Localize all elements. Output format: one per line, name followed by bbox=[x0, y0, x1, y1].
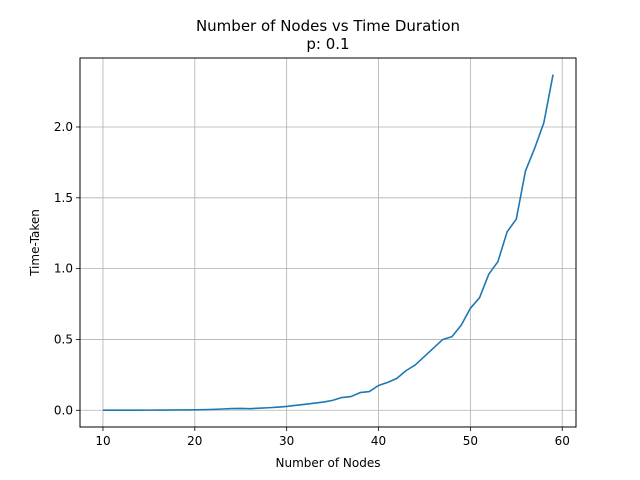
chart-subtitle: p: 0.1 bbox=[306, 35, 349, 53]
y-tick-label: 1.5 bbox=[54, 191, 73, 205]
series-layer bbox=[102, 74, 554, 412]
x-tick-label: 10 bbox=[95, 434, 110, 448]
ticks: 10 20 30 40 50 60 0.0 0.5 1.0 1.5 2.0 bbox=[54, 120, 570, 448]
x-tick-label: 50 bbox=[463, 434, 478, 448]
chart-title: Number of Nodes vs Time Duration bbox=[196, 17, 460, 35]
y-tick-label: 2.0 bbox=[54, 120, 73, 134]
x-axis-label: Number of Nodes bbox=[276, 456, 381, 470]
plot-frame bbox=[79, 57, 577, 428]
y-tick-label: 1.0 bbox=[54, 262, 73, 276]
x-tick-label: 20 bbox=[187, 434, 202, 448]
x-tick-label: 30 bbox=[279, 434, 294, 448]
y-tick-label: 0.0 bbox=[54, 403, 73, 417]
series-line bbox=[102, 74, 554, 412]
x-tick-label: 40 bbox=[371, 434, 386, 448]
x-tick-label: 60 bbox=[555, 434, 570, 448]
y-axis-label: Time-Taken bbox=[28, 209, 42, 277]
y-tick-label: 0.5 bbox=[54, 332, 73, 346]
